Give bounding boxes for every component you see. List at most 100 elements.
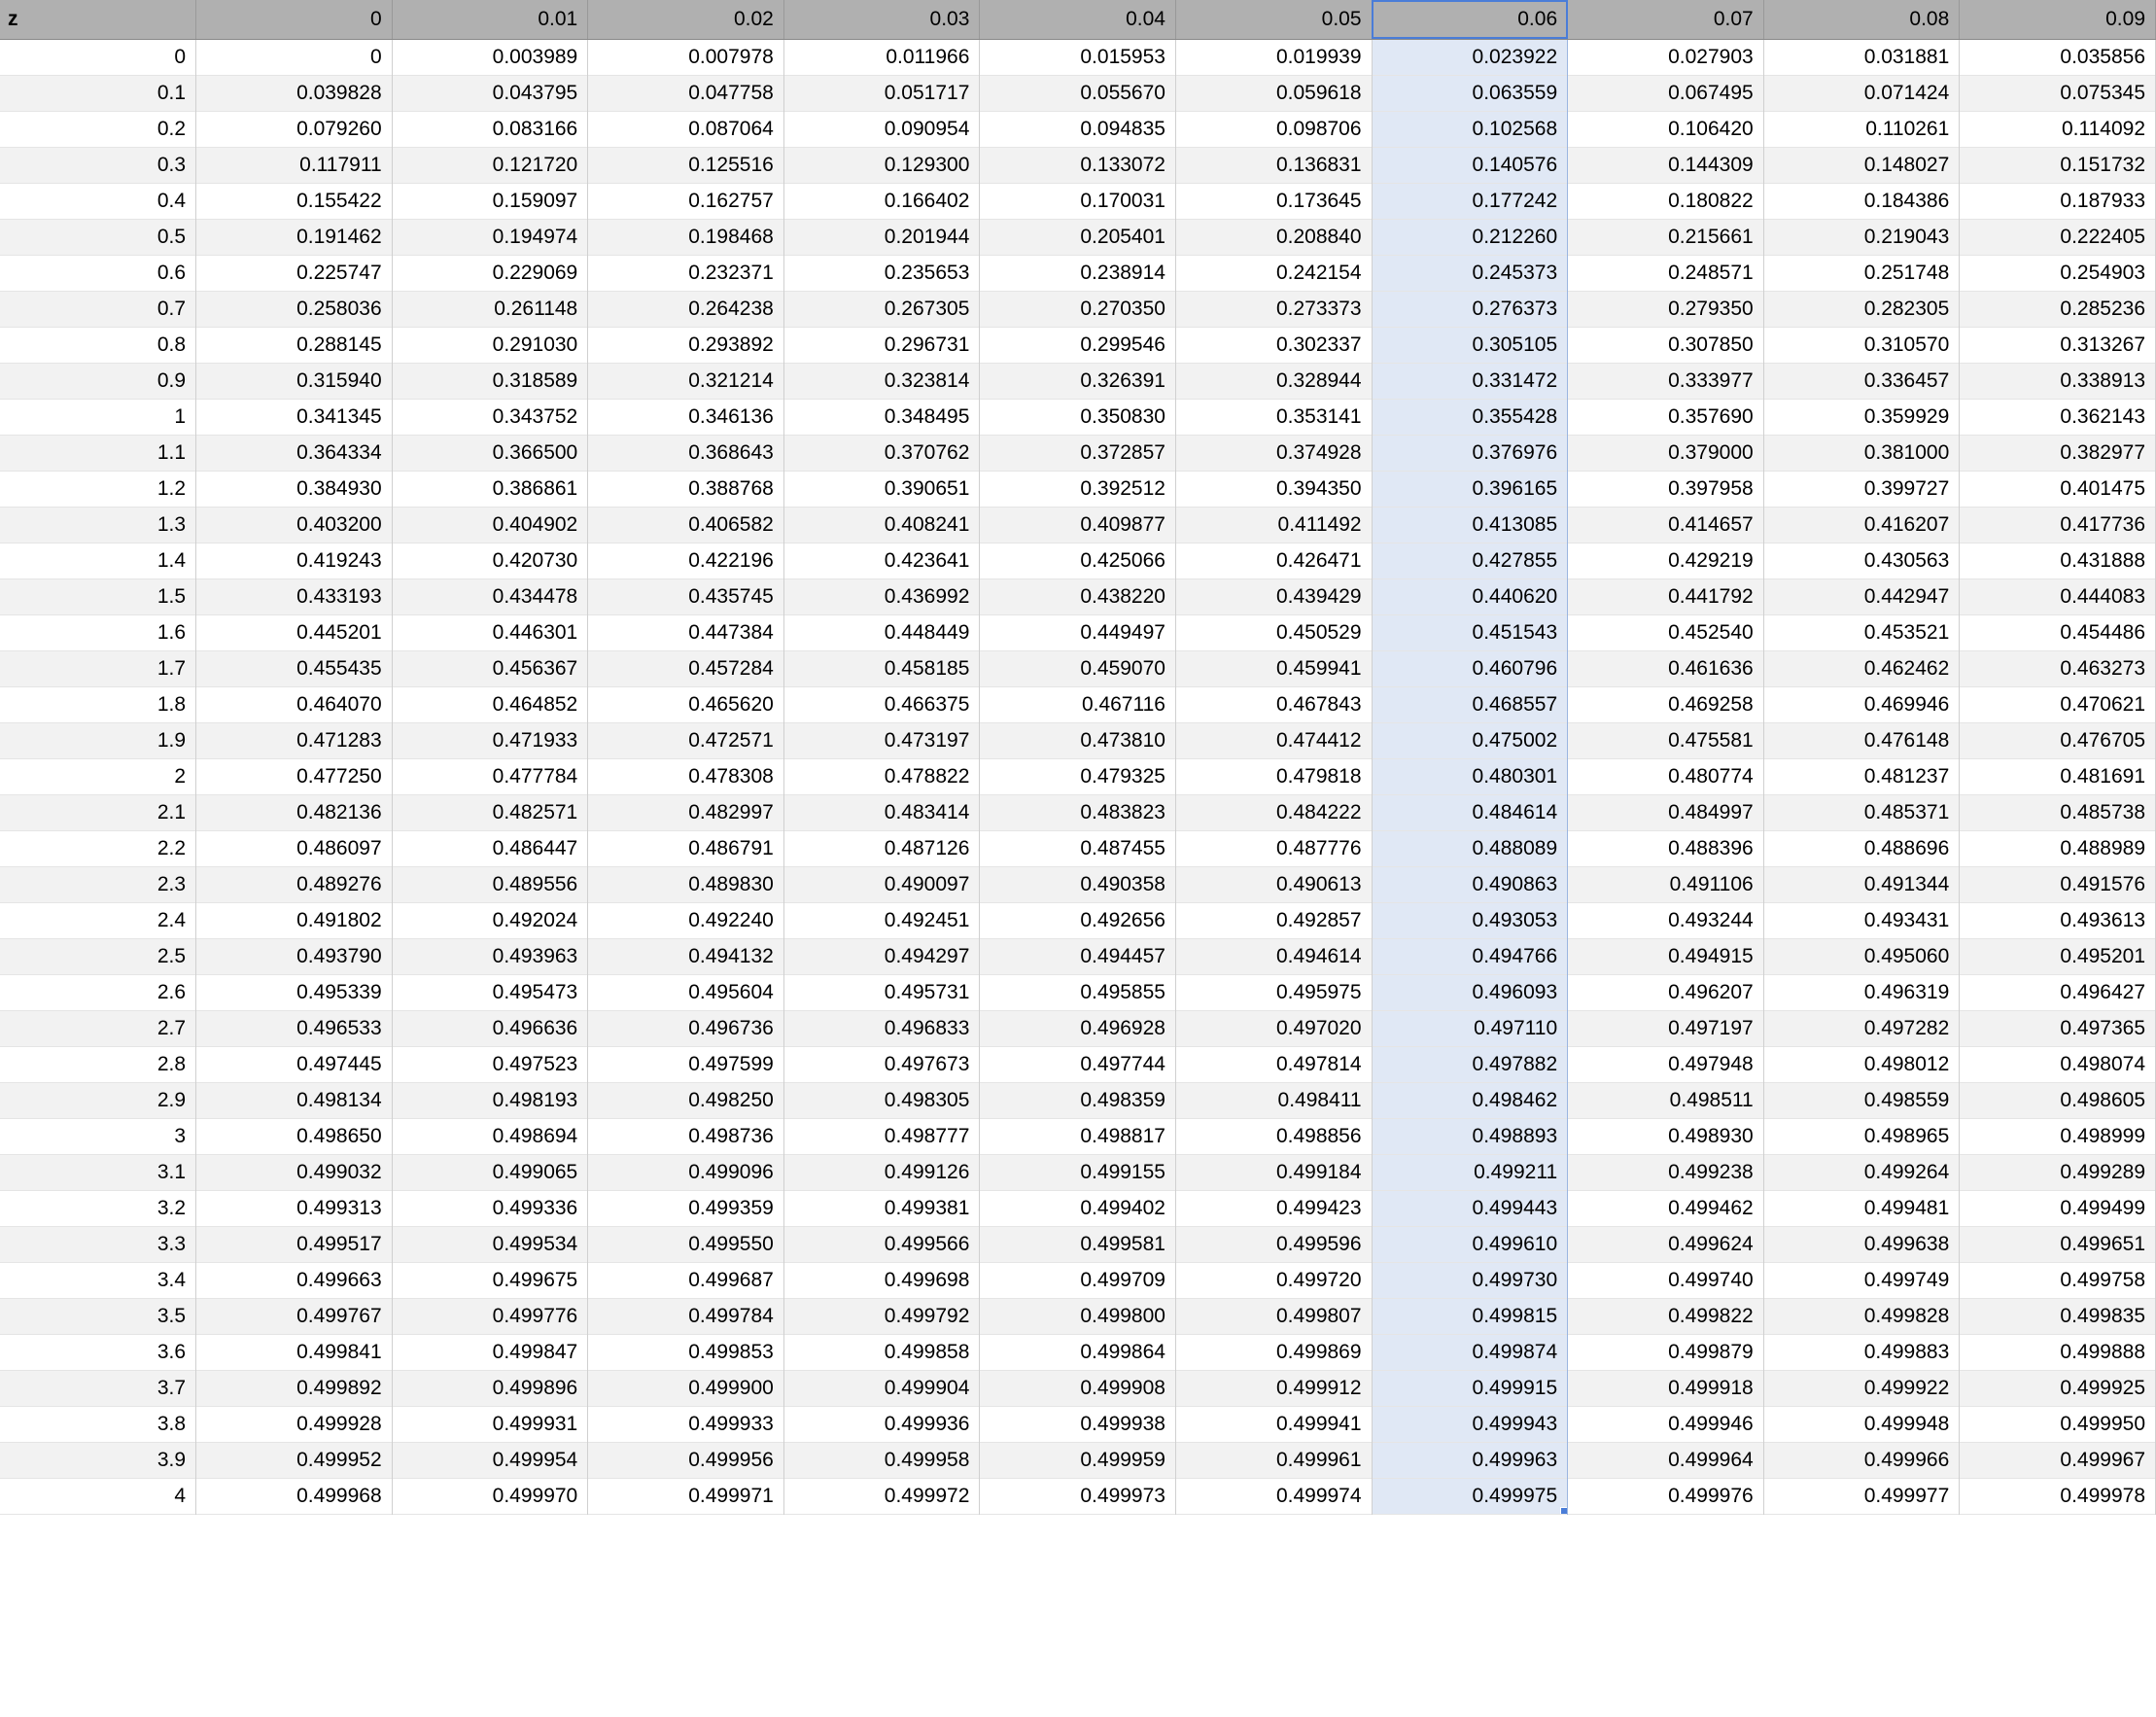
- row-header[interactable]: 2.1: [0, 794, 196, 830]
- data-cell[interactable]: 0.366500: [392, 435, 588, 471]
- data-cell[interactable]: 0.487455: [980, 830, 1176, 866]
- data-cell[interactable]: 0.499720: [1175, 1262, 1372, 1298]
- data-cell[interactable]: 0.392512: [980, 471, 1176, 507]
- data-cell[interactable]: 0.499971: [588, 1478, 784, 1514]
- row-header[interactable]: 2.6: [0, 974, 196, 1010]
- data-cell[interactable]: 0.481237: [1763, 758, 1960, 794]
- data-cell[interactable]: 0.499958: [783, 1442, 980, 1478]
- data-cell[interactable]: 0.232371: [588, 255, 784, 291]
- data-cell[interactable]: 0.499359: [588, 1190, 784, 1226]
- data-cell[interactable]: 0.499835: [1960, 1298, 2156, 1334]
- data-cell[interactable]: 0.496093: [1372, 974, 1568, 1010]
- data-cell[interactable]: 0.362143: [1960, 399, 2156, 435]
- z-table[interactable]: z 00.010.020.030.040.050.060.070.080.09 …: [0, 0, 2156, 1515]
- data-cell[interactable]: 0.264238: [588, 291, 784, 327]
- data-cell[interactable]: 0.198468: [588, 219, 784, 255]
- data-cell[interactable]: 0.359929: [1763, 399, 1960, 435]
- data-cell[interactable]: 0.261148: [392, 291, 588, 327]
- data-cell[interactable]: 0.493963: [392, 938, 588, 974]
- data-cell[interactable]: 0.007978: [588, 39, 784, 75]
- row-header[interactable]: 1.4: [0, 543, 196, 578]
- data-cell[interactable]: 0.440620: [1372, 578, 1568, 614]
- row-header[interactable]: 1.2: [0, 471, 196, 507]
- data-cell[interactable]: 0.436992: [783, 578, 980, 614]
- data-cell[interactable]: 0.489556: [392, 866, 588, 902]
- data-cell[interactable]: 0.498893: [1372, 1118, 1568, 1154]
- data-cell[interactable]: 0.493613: [1960, 902, 2156, 938]
- data-cell[interactable]: 0.460796: [1372, 650, 1568, 686]
- data-cell[interactable]: 0.492857: [1175, 902, 1372, 938]
- data-cell[interactable]: 0.498134: [196, 1082, 393, 1118]
- data-cell[interactable]: 0.499381: [783, 1190, 980, 1226]
- data-cell[interactable]: 0.397958: [1568, 471, 1764, 507]
- data-cell[interactable]: 0.499499: [1960, 1190, 2156, 1226]
- data-cell[interactable]: 0.497197: [1568, 1010, 1764, 1046]
- data-cell[interactable]: 0.467116: [980, 686, 1176, 722]
- data-cell[interactable]: 0.409877: [980, 507, 1176, 543]
- data-cell[interactable]: 0.431888: [1960, 543, 2156, 578]
- data-cell[interactable]: 0.465620: [588, 686, 784, 722]
- data-cell[interactable]: 0.499313: [196, 1190, 393, 1226]
- data-cell[interactable]: 0.495975: [1175, 974, 1372, 1010]
- data-cell[interactable]: 0.471933: [392, 722, 588, 758]
- data-cell[interactable]: 0.430563: [1763, 543, 1960, 578]
- data-cell[interactable]: 0.486097: [196, 830, 393, 866]
- data-cell[interactable]: 0.486791: [588, 830, 784, 866]
- data-cell[interactable]: 0.404902: [392, 507, 588, 543]
- data-cell[interactable]: 0.499976: [1568, 1478, 1764, 1514]
- data-cell[interactable]: 0.447384: [588, 614, 784, 650]
- data-cell[interactable]: 0.498012: [1763, 1046, 1960, 1082]
- data-cell[interactable]: 0.245373: [1372, 255, 1568, 291]
- data-cell[interactable]: 0.499912: [1175, 1370, 1372, 1406]
- data-cell[interactable]: 0.419243: [196, 543, 393, 578]
- data-cell[interactable]: 0.499883: [1763, 1334, 1960, 1370]
- data-cell[interactable]: 0.499828: [1763, 1298, 1960, 1334]
- data-cell[interactable]: 0.162757: [588, 183, 784, 219]
- data-cell[interactable]: 0.059618: [1175, 75, 1372, 111]
- data-cell[interactable]: 0.341345: [196, 399, 393, 435]
- data-cell[interactable]: 0.067495: [1568, 75, 1764, 111]
- row-header[interactable]: 0.1: [0, 75, 196, 111]
- data-cell[interactable]: 0.494297: [783, 938, 980, 974]
- data-cell[interactable]: 0.384930: [196, 471, 393, 507]
- data-cell[interactable]: 0.423641: [783, 543, 980, 578]
- data-cell[interactable]: 0.453521: [1763, 614, 1960, 650]
- data-cell[interactable]: 0.491344: [1763, 866, 1960, 902]
- data-cell[interactable]: 0.479818: [1175, 758, 1372, 794]
- data-cell[interactable]: 0.222405: [1960, 219, 2156, 255]
- data-cell[interactable]: 0.478822: [783, 758, 980, 794]
- data-cell[interactable]: 0.499740: [1568, 1262, 1764, 1298]
- data-cell[interactable]: 0.075345: [1960, 75, 2156, 111]
- data-cell[interactable]: 0.499807: [1175, 1298, 1372, 1334]
- data-cell[interactable]: 0.499954: [392, 1442, 588, 1478]
- data-cell[interactable]: 0.083166: [392, 111, 588, 147]
- data-cell[interactable]: 0.499402: [980, 1190, 1176, 1226]
- data-cell[interactable]: 0.102568: [1372, 111, 1568, 147]
- data-cell[interactable]: 0.333977: [1568, 363, 1764, 399]
- data-cell[interactable]: 0.499952: [196, 1442, 393, 1478]
- data-cell[interactable]: 0.488089: [1372, 830, 1568, 866]
- data-cell[interactable]: 0.350830: [980, 399, 1176, 435]
- data-cell[interactable]: 0.493053: [1372, 902, 1568, 938]
- data-cell[interactable]: 0.488989: [1960, 830, 2156, 866]
- data-cell[interactable]: 0.498817: [980, 1118, 1176, 1154]
- data-cell[interactable]: 0.408241: [783, 507, 980, 543]
- row-header[interactable]: 2.8: [0, 1046, 196, 1082]
- data-cell[interactable]: 0.498511: [1568, 1082, 1764, 1118]
- data-cell[interactable]: 0.498462: [1372, 1082, 1568, 1118]
- data-cell[interactable]: 0.273373: [1175, 291, 1372, 327]
- data-cell[interactable]: 0.039828: [196, 75, 393, 111]
- data-cell[interactable]: 0.449497: [980, 614, 1176, 650]
- data-cell[interactable]: 0.464070: [196, 686, 393, 722]
- data-cell[interactable]: 0.499941: [1175, 1406, 1372, 1442]
- row-header[interactable]: 3.1: [0, 1154, 196, 1190]
- data-cell[interactable]: 0.463273: [1960, 650, 2156, 686]
- data-cell[interactable]: 0.248571: [1568, 255, 1764, 291]
- data-cell[interactable]: 0.497365: [1960, 1010, 2156, 1046]
- data-cell[interactable]: 0.318589: [392, 363, 588, 399]
- row-header[interactable]: 2.3: [0, 866, 196, 902]
- data-cell[interactable]: 0.499517: [196, 1226, 393, 1262]
- data-cell[interactable]: 0.348495: [783, 399, 980, 435]
- data-cell[interactable]: 0.499956: [588, 1442, 784, 1478]
- data-cell[interactable]: 0.493431: [1763, 902, 1960, 938]
